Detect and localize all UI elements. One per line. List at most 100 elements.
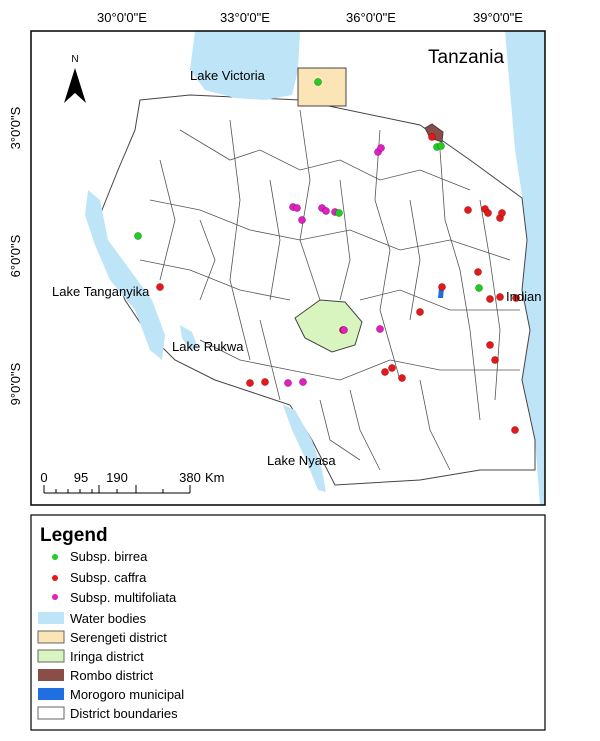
district-boundaries-part [359,289,520,311]
points-caffra-part [464,206,472,214]
points-caffra-part [156,283,164,291]
points-caffra-part [474,268,482,276]
label: Subsp. multifoliata [70,590,177,605]
district-boundaries-part [199,219,216,301]
label: Rombo district [70,668,153,683]
label: 9°0'0"S [8,362,23,405]
points-birrea [134,78,483,292]
points-multifoliata-part [284,379,292,387]
legend: Legend Subsp. birrea Subsp. caffra Subsp… [30,514,546,731]
points-caffra-part [491,356,499,364]
label: Lake Rukwa [172,339,244,354]
legend-part [37,706,65,720]
district-boundaries-part [269,179,281,301]
label: 190 [106,470,128,485]
label: 95 [74,470,88,485]
district-boundaries-part [374,129,401,381]
label: Iringa district [70,649,144,664]
points-caffra-part [398,374,406,382]
label: 30°0'0"E [97,10,147,25]
label: Indian Ocean [506,289,583,304]
points-birrea-part [475,284,483,292]
points-multifoliata-part [298,216,306,224]
points-multifoliata-part [299,378,307,386]
points-caffra-part [496,293,504,301]
label: Subsp. caffra [70,570,147,585]
label: Lake Victoria [190,68,266,83]
points-multifoliata-part [376,325,384,333]
map-frame [30,30,546,506]
legend-part [37,649,65,663]
points-birrea-part [134,232,142,240]
tanzania-land [99,94,536,486]
label: N [71,54,78,65]
indian-ocean [505,31,545,505]
lake-nyasa [283,405,326,492]
coordinate-labels: 30°0'0"E 33°0'0"E 36°0'0"E 39°0'0"E 3°0'… [8,10,523,405]
label: Subsp. birrea [70,549,148,564]
points-birrea-part [335,209,343,217]
district-boundaries-part [419,379,451,471]
points-caffra-part [246,379,254,387]
legend-part [38,612,64,624]
points-caffra-part [381,368,389,376]
points-caffra-part [261,378,269,386]
points-birrea-part [314,78,322,86]
north-arrow-part [64,68,86,103]
label: 0 [40,470,47,485]
points-caffra-part [486,295,494,303]
district-boundaries [139,109,520,471]
iringa-district [294,299,363,353]
scale-bar: 0 95 190 380 Km [40,470,225,494]
district-boundaries-part [339,179,351,301]
north-arrow: N [64,54,86,103]
legend-part [38,669,64,681]
label: 6°0'0"S [8,234,23,277]
district-boundaries-part [299,109,321,301]
points-caffra-part [498,209,506,217]
points-multifoliata-part [293,204,301,212]
points-caffra-part [438,283,446,291]
points-caffra-part [416,308,424,316]
points-multifoliata [284,144,385,387]
district-boundaries-part [159,159,176,281]
points-caffra-part [484,209,492,217]
district-boundaries-part [139,259,291,301]
points-caffra-part [388,364,396,372]
points-caffra-part [486,341,494,349]
district-boundaries-part [409,199,421,321]
legend-part [30,514,546,731]
district-boundaries-part [149,199,511,261]
label: Km [205,470,225,485]
serengeti-district [297,67,347,107]
label: District boundaries [70,706,178,721]
district-boundaries-part [349,389,381,471]
label: Legend [40,525,108,546]
label: Lake Nyasa [267,453,336,468]
points-multifoliata-part [322,207,330,215]
legend-part [52,554,58,560]
label: Morogoro municipal [70,687,184,702]
legend-part [38,688,64,700]
legend-part [37,630,65,644]
lake-victoria [190,31,300,100]
label: 36°0'0"E [346,10,396,25]
legend-part [52,594,58,600]
district-boundaries-part [259,319,281,401]
label: 33°0'0"E [220,10,270,25]
points-birrea-part [437,142,445,150]
district-boundaries-part [439,149,481,421]
label: 380 [179,470,201,485]
district-boundaries-part [479,199,501,401]
lake-rukwa [180,325,198,350]
district-boundaries-part [319,399,361,461]
points-caffra-part [511,426,519,434]
label: Serengeti district [70,630,167,645]
district-boundaries-part [229,119,251,361]
points-multifoliata-part [377,144,385,152]
points-caffra-part [512,294,520,302]
lake-tanganyika [85,190,165,360]
scale-bar-part [43,485,191,494]
label: Tanzania [428,47,504,68]
